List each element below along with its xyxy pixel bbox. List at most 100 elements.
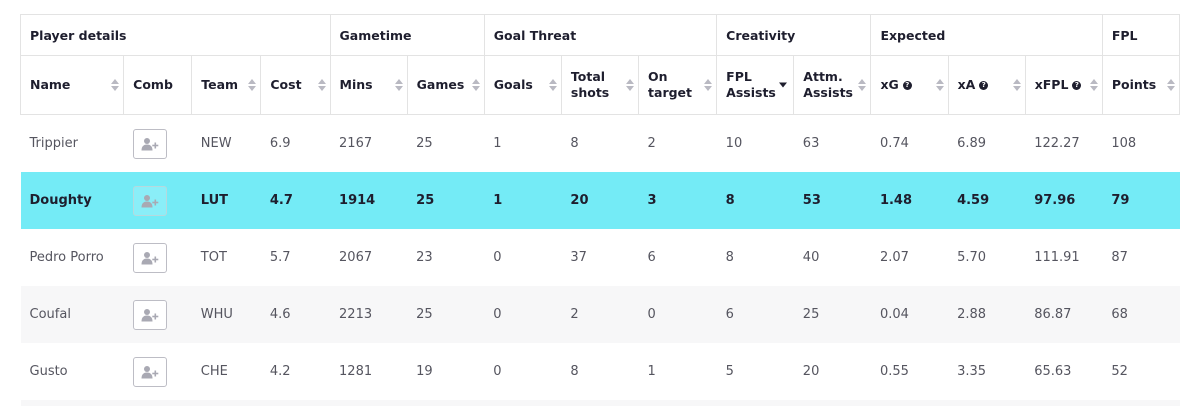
sort-arrows-icon[interactable] bbox=[858, 77, 866, 93]
cell-xa: 5.70 bbox=[948, 229, 1025, 286]
col-header-xfpl[interactable]: xFPL? bbox=[1025, 56, 1102, 115]
cell-fpl-assists: 8 bbox=[717, 172, 794, 229]
cell-attm-assists: 53 bbox=[794, 172, 871, 229]
sort-arrows-icon[interactable] bbox=[318, 77, 326, 93]
column-header-row: Name Comb Team Cost Mins Games bbox=[21, 56, 1180, 115]
col-header-cost[interactable]: Cost bbox=[261, 56, 330, 115]
table-row[interactable]: Trippier NEW 6.9 2167 25 1 8 2 10 63 0.7… bbox=[21, 115, 1180, 173]
col-header-points[interactable]: Points bbox=[1102, 56, 1179, 115]
table-row[interactable]: Gusto CHE 4.2 1281 19 0 8 1 5 20 0.55 3.… bbox=[21, 343, 1180, 400]
table-row[interactable]: Doughty LUT 4.7 1914 25 1 20 3 8 53 1.48… bbox=[21, 172, 1180, 229]
cell-name: Trippier bbox=[21, 115, 124, 173]
cell-total-shots: 2 bbox=[561, 286, 638, 343]
add-to-compare-button[interactable] bbox=[133, 129, 167, 159]
sort-arrows-icon[interactable] bbox=[1013, 77, 1021, 93]
cell-attm-assists: 25 bbox=[794, 286, 871, 343]
info-icon[interactable]: ? bbox=[903, 81, 912, 90]
add-to-compare-button[interactable] bbox=[133, 300, 167, 330]
cell-xa: 6.89 bbox=[948, 115, 1025, 173]
col-header-name[interactable]: Name bbox=[21, 56, 124, 115]
group-player-details: Player details bbox=[21, 15, 331, 56]
table-row[interactable]: Coufal WHU 4.6 2213 25 0 2 0 6 25 0.04 2… bbox=[21, 286, 1180, 343]
col-header-team[interactable]: Team bbox=[192, 56, 261, 115]
column-group-row: Player details Gametime Goal Threat Crea… bbox=[21, 15, 1180, 56]
cell-on-target: 3 bbox=[639, 172, 717, 229]
sort-arrows-icon[interactable] bbox=[472, 77, 480, 93]
cell-games: 25 bbox=[407, 286, 484, 343]
cell-comb bbox=[124, 229, 192, 286]
cell-comb bbox=[124, 172, 192, 229]
add-user-icon bbox=[141, 251, 159, 265]
sort-descending-icon[interactable] bbox=[779, 81, 789, 90]
sort-arrows-icon[interactable] bbox=[549, 77, 557, 93]
cell-mins: 2067 bbox=[330, 229, 407, 286]
col-header-comb: Comb bbox=[124, 56, 192, 115]
cell-fpl-assists: 10 bbox=[717, 115, 794, 173]
cell-fpl-assists: 6 bbox=[717, 286, 794, 343]
col-label-goals: Goals bbox=[494, 77, 533, 93]
table-row[interactable]: Pedro Porro TOT 5.7 2067 23 0 37 6 8 40 … bbox=[21, 229, 1180, 286]
col-header-mins[interactable]: Mins bbox=[330, 56, 407, 115]
cell-mins: 1914 bbox=[330, 172, 407, 229]
cell-name: Pedro Porro bbox=[21, 229, 124, 286]
sort-arrows-icon[interactable] bbox=[626, 77, 634, 93]
col-header-games[interactable]: Games bbox=[407, 56, 484, 115]
cell-team: CHE bbox=[192, 343, 261, 400]
add-user-icon bbox=[141, 137, 159, 151]
cell-points: 52 bbox=[1102, 343, 1179, 400]
cell-cost: 4.7 bbox=[261, 172, 330, 229]
cell-points: 87 bbox=[1102, 229, 1179, 286]
sort-arrows-icon[interactable] bbox=[1090, 77, 1098, 93]
cell-total-shots: 8 bbox=[561, 115, 638, 173]
cell-name: Doughty bbox=[21, 172, 124, 229]
cell-xa: 3.35 bbox=[948, 343, 1025, 400]
table-body: Trippier NEW 6.9 2167 25 1 8 2 10 63 0.7… bbox=[21, 115, 1180, 406]
partial-row-cell bbox=[21, 400, 1180, 406]
sort-arrows-icon[interactable] bbox=[936, 77, 944, 93]
cell-mins: 2167 bbox=[330, 115, 407, 173]
sort-arrows-icon[interactable] bbox=[704, 77, 712, 93]
add-to-compare-button[interactable] bbox=[133, 357, 167, 387]
col-header-goals[interactable]: Goals bbox=[484, 56, 561, 115]
sort-arrows-icon[interactable] bbox=[111, 77, 119, 93]
cell-points: 68 bbox=[1102, 286, 1179, 343]
cell-xg: 0.04 bbox=[871, 286, 948, 343]
cell-games: 25 bbox=[407, 115, 484, 173]
cell-mins: 2213 bbox=[330, 286, 407, 343]
sort-arrows-icon[interactable] bbox=[1167, 77, 1175, 93]
cell-points: 108 bbox=[1102, 115, 1179, 173]
cell-on-target: 2 bbox=[639, 115, 717, 173]
col-label-line: FPL bbox=[726, 69, 752, 84]
cell-on-target: 1 bbox=[639, 343, 717, 400]
cell-goals: 1 bbox=[484, 115, 561, 173]
cell-fpl-assists: 5 bbox=[717, 343, 794, 400]
add-to-compare-button[interactable] bbox=[133, 243, 167, 273]
sort-arrows-icon[interactable] bbox=[395, 77, 403, 93]
col-label-cost: Cost bbox=[270, 77, 301, 93]
cell-goals: 0 bbox=[484, 229, 561, 286]
cell-comb bbox=[124, 115, 192, 173]
cell-cost: 6.9 bbox=[261, 115, 330, 173]
col-header-xg[interactable]: xG? bbox=[871, 56, 948, 115]
info-icon[interactable]: ? bbox=[979, 81, 988, 90]
sort-arrows-icon[interactable] bbox=[248, 77, 256, 93]
add-user-icon bbox=[141, 365, 159, 379]
col-header-attm-assists[interactable]: Attm.Assists bbox=[794, 56, 871, 115]
add-to-compare-button[interactable] bbox=[133, 186, 167, 216]
player-stats-table: Player details Gametime Goal Threat Crea… bbox=[20, 14, 1180, 406]
group-goal-threat: Goal Threat bbox=[484, 15, 716, 56]
col-label-xfpl: xFPL bbox=[1035, 77, 1069, 93]
cell-xfpl: 65.63 bbox=[1025, 343, 1102, 400]
table-row-partial bbox=[21, 400, 1180, 406]
col-label-games: Games bbox=[417, 77, 465, 93]
info-icon[interactable]: ? bbox=[1072, 81, 1081, 90]
cell-team: WHU bbox=[192, 286, 261, 343]
cell-team: NEW bbox=[192, 115, 261, 173]
col-label-line: target bbox=[648, 85, 692, 100]
col-header-xa[interactable]: xA? bbox=[948, 56, 1025, 115]
cell-total-shots: 8 bbox=[561, 343, 638, 400]
cell-xg: 0.55 bbox=[871, 343, 948, 400]
